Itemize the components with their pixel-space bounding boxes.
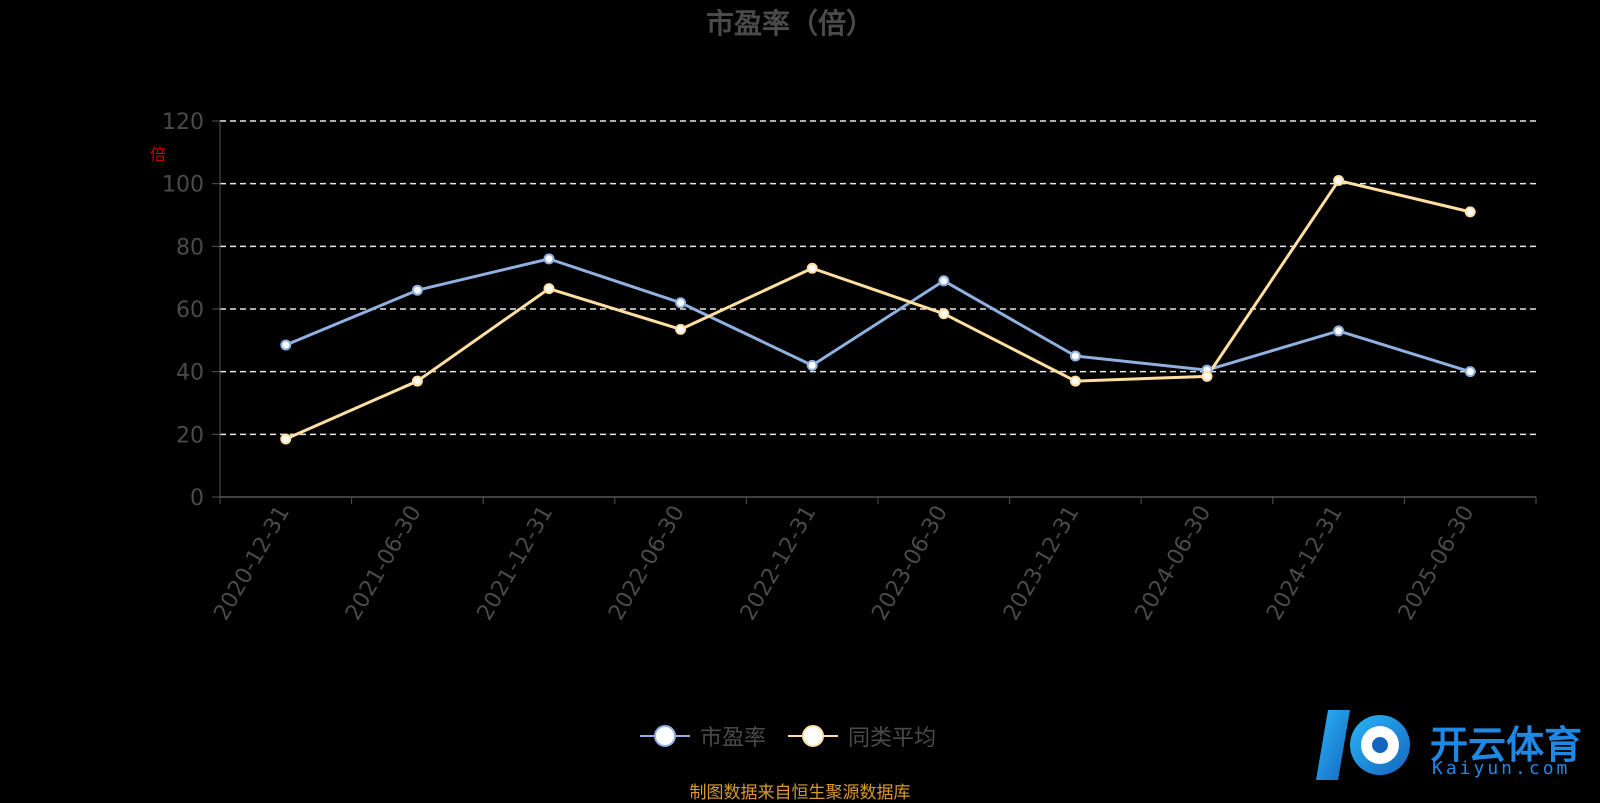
y-tick-label-60: 60 (176, 298, 204, 323)
brand-logo-icon (1316, 710, 1410, 780)
x-tick-label-8: 2024-12-31 (1262, 502, 1348, 625)
legend: 市盈率 同类平均 (640, 718, 936, 754)
legend-label-peer-average: 同类平均 (848, 726, 937, 751)
series-0-point-2[interactable] (543, 253, 555, 265)
y-tick-label-20: 20 (176, 423, 204, 448)
legend-label-pe: 市盈率 (700, 726, 767, 751)
x-tick-label-1: 2021-06-30 (341, 502, 427, 625)
series-0-point-0[interactable] (280, 339, 292, 351)
brand-name: 开云体育 (1430, 723, 1583, 767)
series-0-point-8[interactable] (1333, 325, 1345, 337)
legend-item-peer-average[interactable]: 同类平均 (788, 720, 936, 752)
legend-item-pe[interactable]: 市盈率 (640, 720, 766, 752)
series-0-point-9[interactable] (1464, 366, 1476, 378)
x-tick-label-4: 2022-12-31 (736, 502, 822, 625)
x-tick-label-9: 2025-06-30 (1394, 502, 1480, 625)
axes: 0 20 40 60 80 100 120 2020-12-31 2021-06-30 2021-… (162, 110, 1537, 625)
x-tick-label-2: 2021-12-31 (473, 502, 559, 625)
y-tick-label-80: 80 (176, 235, 204, 260)
x-tick-label-6: 2023-12-31 (999, 502, 1085, 625)
series-0-point-1[interactable] (411, 284, 423, 296)
series-0-point-4[interactable] (806, 359, 818, 371)
y-tick-label-100: 100 (162, 173, 204, 198)
y-tick-label-120: 120 (162, 110, 204, 135)
x-tick-label-7: 2024-06-30 (1131, 502, 1217, 625)
brand-domain: Kaiyun.com (1432, 758, 1571, 779)
series-1-point-1[interactable] (411, 375, 423, 387)
brand-watermark: 开云体育 Kaiyun.com (1310, 700, 1590, 790)
series-1-point-5[interactable] (938, 308, 950, 320)
series-1-point-6[interactable] (1069, 375, 1081, 387)
x-tick-label-5: 2023-06-30 (867, 502, 953, 625)
series-1-point-0[interactable] (280, 433, 292, 445)
series-1-point-4[interactable] (806, 262, 818, 274)
grid (220, 120, 1536, 436)
y-tick-label-0: 0 (190, 486, 204, 511)
series-1-point-7[interactable] (1201, 370, 1213, 382)
series (280, 175, 1476, 445)
source-note: 制图数据来自恒生聚源数据库 (689, 783, 911, 803)
series-line-0 (285, 257, 1471, 374)
y-axis-label: 倍 (150, 145, 166, 164)
x-tick-label-0: 2020-12-31 (209, 502, 295, 625)
series-1-point-3[interactable] (675, 323, 687, 335)
y-tick-label-40: 40 (176, 361, 204, 386)
legend-swatch-pe (640, 724, 690, 748)
x-tick-label-3: 2022-06-30 (604, 502, 690, 625)
series-0-point-6[interactable] (1069, 350, 1081, 362)
series-line-1 (285, 179, 1471, 441)
series-0-point-3[interactable] (675, 297, 687, 309)
series-0-point-5[interactable] (938, 275, 950, 287)
legend-swatch-peer-average (788, 724, 839, 748)
series-1-point-2[interactable] (543, 283, 555, 295)
chart-title: 市盈率（倍） (706, 7, 874, 40)
series-1-point-9[interactable] (1464, 206, 1476, 218)
series-1-point-8[interactable] (1333, 175, 1345, 187)
